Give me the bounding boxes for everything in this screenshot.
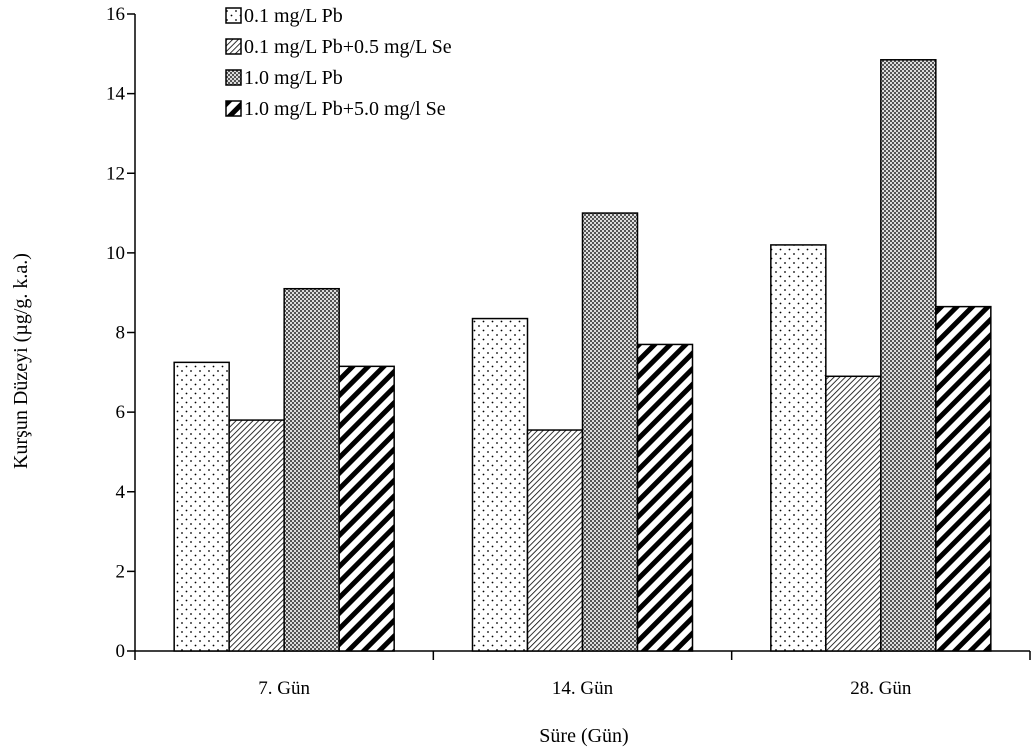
legend-swatch [225,69,242,86]
bar [825,375,882,652]
legend-label: 0.1 mg/L Pb [244,5,343,27]
bar [636,343,694,652]
bar [283,287,340,652]
x-axis-title: Süre (Gün) [539,725,628,747]
y-tick-label: 14 [106,84,126,105]
y-tick-label: 2 [116,561,126,582]
bars [173,59,992,652]
bar [526,429,584,652]
y-ticks: 0 2 4 6 8 10 12 14 16 [106,4,135,662]
bar [228,419,285,652]
legend-label: 1.0 mg/L Pb [244,67,343,89]
bar [338,365,395,652]
y-tick-label: 16 [106,4,125,25]
legend-label: 1.0 mg/L Pb+5.0 mg/l Se [244,98,446,120]
x-ticks: 7. Gün 14. Gün 28. Gün [134,651,1031,699]
y-tick-label: 6 [116,402,126,423]
legend: 0.1 mg/L Pb 0.1 mg/L Pb+0.5 mg/L Se 1.0 mg… [225,5,452,120]
x-tick-label: 14. Gün [552,678,614,699]
bar [880,59,937,652]
x-tick-label: 28. Gün [850,678,912,699]
bar [770,244,827,652]
y-tick-label: 8 [116,323,126,344]
bar [471,317,529,652]
y-tick-label: 4 [116,482,126,503]
legend-swatch [225,100,242,117]
legend-label: 0.1 mg/L Pb+0.5 mg/L Se [244,36,452,58]
y-axis: 0 2 4 6 8 10 12 14 16 [106,4,136,662]
y-tick-label: 12 [106,163,125,184]
x-tick-label: 7. Gün [258,678,310,699]
legend-swatch [225,7,242,24]
y-tick-label: 0 [116,641,126,662]
legend-swatch [225,38,242,55]
x-axis: 7. Gün 14. Gün 28. Gün [134,650,1031,699]
bar [173,361,230,652]
y-tick-label: 10 [106,243,125,264]
y-axis-title: Kurşun Düzeyi (µg/g. k.a.) [10,253,32,469]
bar [581,212,639,652]
bar [935,305,992,652]
